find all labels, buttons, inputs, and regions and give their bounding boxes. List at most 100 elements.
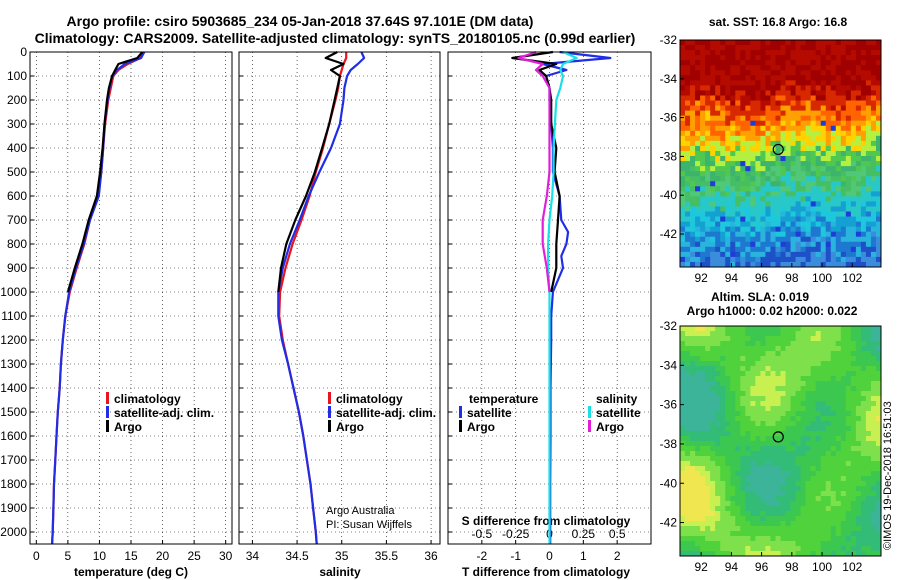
map-cell — [815, 105, 822, 112]
map-cell — [710, 376, 716, 382]
map-cell — [715, 411, 721, 417]
map-cell — [840, 40, 847, 46]
map-cell — [845, 441, 852, 447]
map-cell — [700, 526, 706, 532]
map-cell — [750, 55, 756, 61]
map-cell — [715, 140, 721, 147]
map-cell — [810, 45, 817, 51]
map-cell — [700, 110, 706, 117]
map-cell — [815, 371, 822, 377]
map-cell — [855, 40, 862, 46]
map-cell — [800, 331, 807, 337]
map-cell — [680, 386, 686, 392]
map-cell — [840, 161, 847, 167]
map-cell — [820, 441, 827, 447]
map-cell — [780, 501, 786, 507]
map-cell — [810, 135, 817, 142]
map-cell — [835, 50, 842, 56]
map-cell — [715, 181, 721, 187]
map-cell — [710, 401, 716, 407]
map-cell — [700, 351, 706, 357]
map-cell — [695, 55, 701, 61]
map-cell — [715, 451, 721, 457]
map-cell — [830, 381, 837, 387]
map-cell — [855, 341, 862, 347]
map-cell — [780, 341, 786, 347]
map-cell — [700, 241, 706, 248]
map-cell — [860, 100, 867, 106]
map-cell — [745, 336, 751, 342]
map-cell — [855, 176, 862, 182]
map-cell — [820, 216, 827, 222]
map-cell — [780, 461, 786, 467]
map-cell — [775, 341, 781, 347]
y-tick-label: 1600 — [0, 429, 27, 443]
map-cell — [685, 421, 691, 427]
map-cell — [840, 135, 847, 142]
map-cell — [830, 511, 837, 517]
map-cell — [810, 150, 817, 157]
map-cell — [835, 481, 842, 487]
map-cell — [735, 105, 741, 112]
map-cell — [690, 191, 696, 197]
map-cell — [700, 451, 706, 457]
map-cell — [800, 65, 807, 71]
map-cell — [865, 371, 872, 377]
map-cell — [750, 326, 756, 332]
map-cell — [850, 421, 857, 427]
map-cell — [780, 75, 786, 81]
map-cell — [790, 481, 796, 487]
map-cell — [865, 166, 872, 172]
map-cell — [735, 421, 741, 427]
map-cell — [735, 456, 741, 462]
map-cell — [715, 261, 721, 268]
map-cell — [715, 471, 721, 477]
map-cell — [770, 536, 776, 542]
map-cell — [825, 461, 832, 467]
map-cell — [705, 176, 711, 182]
map-cell — [850, 50, 857, 56]
map-cell — [720, 436, 726, 442]
map-cell — [815, 161, 822, 167]
map-cell — [785, 156, 791, 162]
map-cell — [705, 341, 711, 347]
map-cell — [720, 386, 726, 392]
map-cell — [870, 486, 877, 492]
map-cell — [785, 145, 791, 152]
map-cell — [825, 516, 832, 522]
map-cell — [840, 241, 847, 248]
map-cell — [775, 346, 781, 352]
map-cell — [805, 421, 812, 427]
map-cell — [780, 356, 786, 362]
map-cell — [750, 60, 756, 66]
map-cell — [790, 371, 796, 377]
map-cell — [845, 426, 852, 432]
map-cell — [745, 206, 751, 212]
map-cell — [705, 70, 711, 76]
map-cell — [815, 476, 822, 482]
map-cell — [845, 256, 852, 263]
map-cell — [735, 40, 741, 46]
map-cell — [770, 65, 776, 71]
map-cell — [870, 421, 877, 427]
map-cell — [745, 45, 751, 51]
map-cell — [780, 256, 786, 263]
map-cell — [770, 196, 776, 202]
map-cell — [790, 426, 796, 432]
map-cell — [780, 191, 786, 197]
map-cell — [730, 156, 736, 162]
map-cell — [705, 386, 711, 392]
map-cell — [710, 60, 716, 66]
map-cell — [865, 105, 872, 112]
map-cell — [845, 60, 852, 66]
map-cell — [860, 536, 867, 542]
map-cell — [690, 366, 696, 372]
map-cell — [775, 471, 781, 477]
map-cell — [790, 171, 796, 177]
map-cell — [750, 75, 756, 81]
argo-position-marker — [772, 431, 784, 443]
map-cell — [720, 105, 726, 112]
map-cell — [870, 150, 877, 157]
map-cell — [790, 181, 796, 187]
map-cell — [740, 381, 746, 387]
